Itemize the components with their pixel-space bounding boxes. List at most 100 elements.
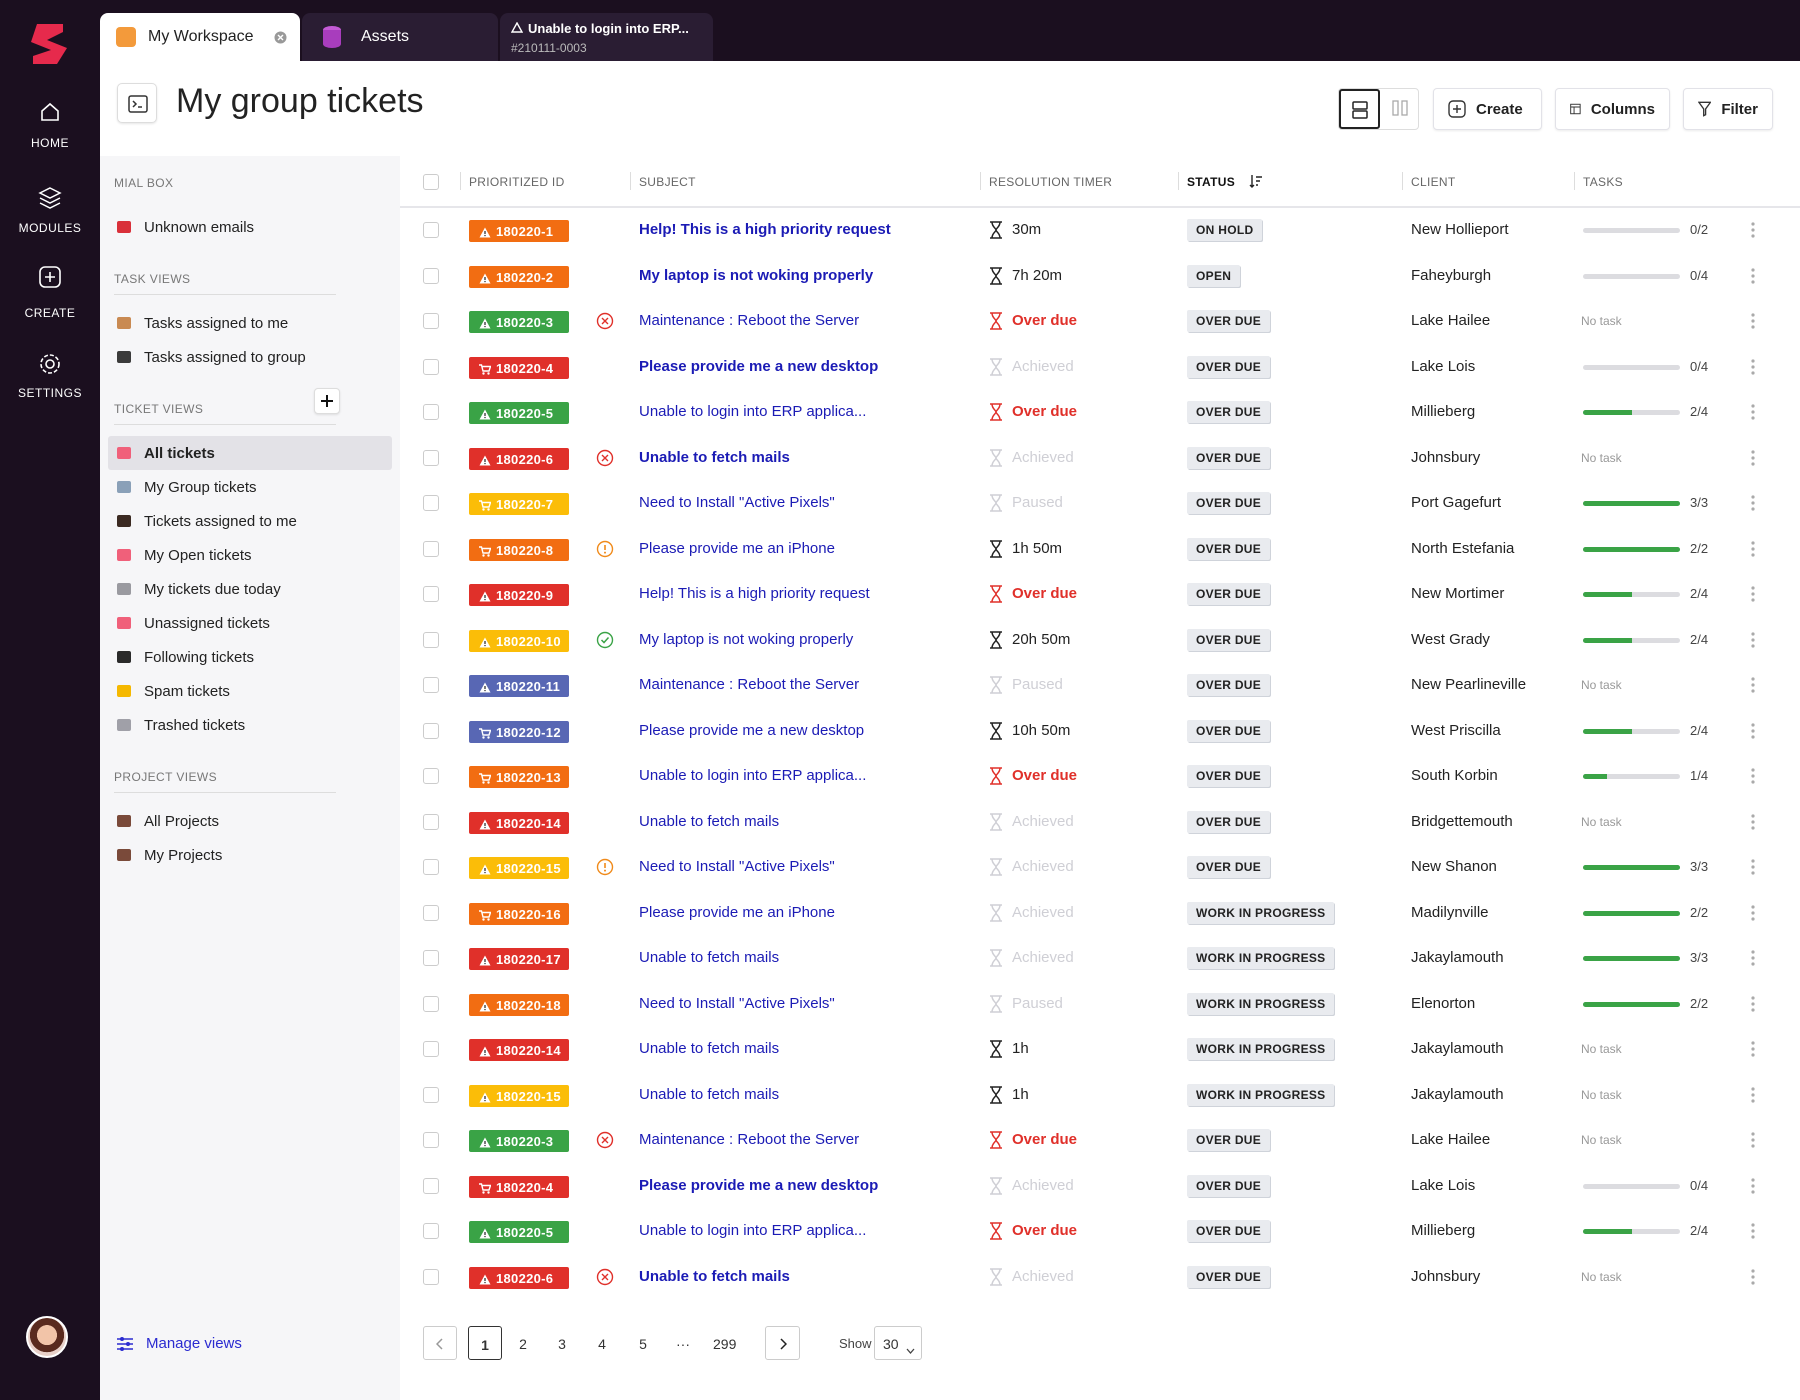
ticket-row[interactable]: 180220-6 Unable to fetch mails Achieved OVE…	[400, 1255, 1800, 1300]
checkbox[interactable]	[423, 358, 439, 375]
sidebar-item[interactable]: All tickets	[108, 436, 392, 470]
row-menu[interactable]	[1750, 1085, 1756, 1105]
checkbox[interactable]	[423, 222, 439, 238]
row-menu[interactable]	[1750, 357, 1756, 377]
ticket-row[interactable]: 180220-2 My laptop is not woking properly…	[400, 254, 1800, 299]
checkbox[interactable]	[423, 586, 439, 602]
ticket-subject[interactable]: Please provide me a new desktop	[639, 721, 865, 739]
ticket-subject[interactable]: Unable to fetch mails	[639, 1267, 790, 1285]
avatar[interactable]	[26, 1316, 68, 1358]
checkbox[interactable]	[423, 631, 439, 648]
ticket-subject[interactable]: Please provide me a new desktop	[639, 357, 879, 375]
ticket-subject[interactable]: Maintenance : Reboot the Server	[639, 312, 860, 329]
sidebar-item[interactable]: Tasks assigned to me	[108, 306, 392, 340]
checkbox[interactable]	[423, 1086, 439, 1103]
checkbox[interactable]	[423, 174, 439, 190]
sidebar-item[interactable]: Unassigned tickets	[108, 606, 392, 640]
row-menu[interactable]	[1750, 311, 1756, 331]
sidebar-item[interactable]: Tasks assigned to group	[108, 340, 392, 374]
row-menu[interactable]	[1750, 402, 1756, 422]
add-view-button[interactable]	[314, 388, 340, 414]
checkbox[interactable]	[423, 722, 439, 739]
sidebar-item[interactable]: Trashed tickets	[108, 708, 392, 742]
checkbox[interactable]	[423, 495, 439, 511]
nav-item[interactable]: MODULES	[0, 183, 100, 243]
manage-views[interactable]: Manage views	[117, 1332, 317, 1356]
nav-item[interactable]: SETTINGS	[0, 349, 100, 409]
ticket-row[interactable]: 180220-14 Unable to fetch mails Achieved OV…	[400, 800, 1800, 845]
row-menu[interactable]	[1750, 266, 1756, 286]
row-menu[interactable]	[1750, 857, 1756, 877]
checkbox[interactable]	[423, 768, 439, 784]
row-menu[interactable]	[1750, 812, 1756, 832]
sidebar-item[interactable]: Spam tickets	[108, 674, 392, 708]
filter-button[interactable]: Filter	[1683, 88, 1773, 130]
page-number[interactable]: 2	[519, 1336, 527, 1352]
ticket-row[interactable]: 180220-4 Please provide me a new desktop A…	[400, 1164, 1800, 1209]
page-size-select[interactable]: 30	[874, 1326, 922, 1360]
tab[interactable]: Unable to login into ERP... #210111-0003	[500, 13, 713, 61]
checkbox[interactable]	[423, 1132, 439, 1148]
row-menu[interactable]	[1750, 630, 1756, 650]
tab[interactable]: My Workspace	[100, 13, 300, 61]
row-menu[interactable]	[1750, 948, 1756, 968]
board-view[interactable]	[1380, 89, 1419, 129]
ticket-row[interactable]: 180220-3 Maintenance : Reboot the Server O…	[400, 1118, 1800, 1163]
row-menu[interactable]	[1750, 994, 1756, 1014]
column-label[interactable]: CLIENT	[1411, 175, 1456, 189]
ticket-subject[interactable]: Unable to fetch mails	[639, 448, 790, 466]
ticket-row[interactable]: 180220-15 Unable to fetch mails 1h WORK IN …	[400, 1073, 1800, 1118]
checkbox[interactable]	[423, 904, 439, 921]
page-number[interactable]: 3	[558, 1336, 566, 1352]
checkbox[interactable]	[423, 1268, 439, 1285]
ticket-row[interactable]: 180220-3 Maintenance : Reboot the Server O…	[400, 299, 1800, 344]
ticket-row[interactable]: 180220-5 Unable to login into ERP applica…	[400, 1209, 1800, 1254]
ticket-row[interactable]: 180220-10 My laptop is not woking properl…	[400, 618, 1800, 663]
prev-page[interactable]	[423, 1326, 457, 1360]
row-menu[interactable]	[1750, 721, 1756, 741]
ticket-row[interactable]: 180220-5 Unable to login into ERP applica…	[400, 390, 1800, 435]
checkbox[interactable]	[423, 267, 439, 284]
ticket-row[interactable]: 180220-7 Need to Install "Active Pixels" P…	[400, 481, 1800, 526]
sidebar-item[interactable]: My Projects	[108, 838, 392, 872]
row-menu[interactable]	[1750, 220, 1756, 240]
row-menu[interactable]	[1750, 766, 1756, 786]
page-number[interactable]: ···	[676, 1336, 690, 1352]
close-icon[interactable]	[274, 31, 287, 44]
ticket-row[interactable]: 180220-13 Unable to login into ERP applic…	[400, 754, 1800, 799]
checkbox[interactable]	[423, 995, 439, 1012]
create-button[interactable]: Create	[1433, 88, 1542, 130]
ticket-subject[interactable]: Maintenance : Reboot the Server	[639, 1131, 860, 1148]
ticket-subject[interactable]: Unable to login into ERP applica...	[639, 767, 867, 784]
row-menu[interactable]	[1750, 493, 1756, 513]
ticket-subject[interactable]: Unable to login into ERP applica...	[639, 1222, 867, 1239]
page-number[interactable]: 299	[713, 1336, 737, 1352]
ticket-row[interactable]: 180220-18 Need to Install "Active Pixels"…	[400, 982, 1800, 1027]
checkbox[interactable]	[423, 1041, 439, 1057]
sidebar-item[interactable]: My Group tickets	[108, 470, 392, 504]
ticket-subject[interactable]: Maintenance : Reboot the Server	[639, 676, 860, 693]
ticket-subject[interactable]: Need to Install "Active Pixels"	[639, 858, 835, 875]
checkbox[interactable]	[423, 1177, 439, 1194]
checkbox[interactable]	[423, 677, 439, 693]
sidebar-item[interactable]: My Open tickets	[108, 538, 392, 572]
nav-item[interactable]: HOME	[0, 95, 100, 155]
tab[interactable]: Assets	[302, 13, 498, 61]
row-menu[interactable]	[1750, 1130, 1756, 1150]
ticket-subject[interactable]: Please provide me an iPhone	[639, 539, 835, 557]
ticket-subject[interactable]: Please provide me an iPhone	[639, 903, 835, 921]
row-menu[interactable]	[1750, 539, 1756, 559]
page-number[interactable]: 5	[639, 1336, 647, 1352]
list-view[interactable]	[1339, 89, 1380, 129]
column-label[interactable]: SUBJECT	[639, 175, 696, 189]
checkbox[interactable]	[423, 813, 439, 830]
ticket-row[interactable]: 180220-16 Please provide me an iPhone Achi…	[400, 891, 1800, 936]
ticket-subject[interactable]: Help! This is a high priority request	[639, 585, 870, 602]
row-menu[interactable]	[1750, 1267, 1756, 1287]
ticket-subject[interactable]: Unable to fetch mails	[639, 1040, 780, 1057]
column-label[interactable]: RESOLUTION TIMER	[989, 175, 1113, 189]
ticket-row[interactable]: 180220-17 Unable to fetch mails Achieved WO…	[400, 936, 1800, 981]
row-menu[interactable]	[1750, 448, 1756, 468]
ticket-subject[interactable]: Help! This is a high priority request	[639, 221, 891, 238]
ticket-row[interactable]: 180220-15 Need to Install "Active Pixels"…	[400, 845, 1800, 890]
